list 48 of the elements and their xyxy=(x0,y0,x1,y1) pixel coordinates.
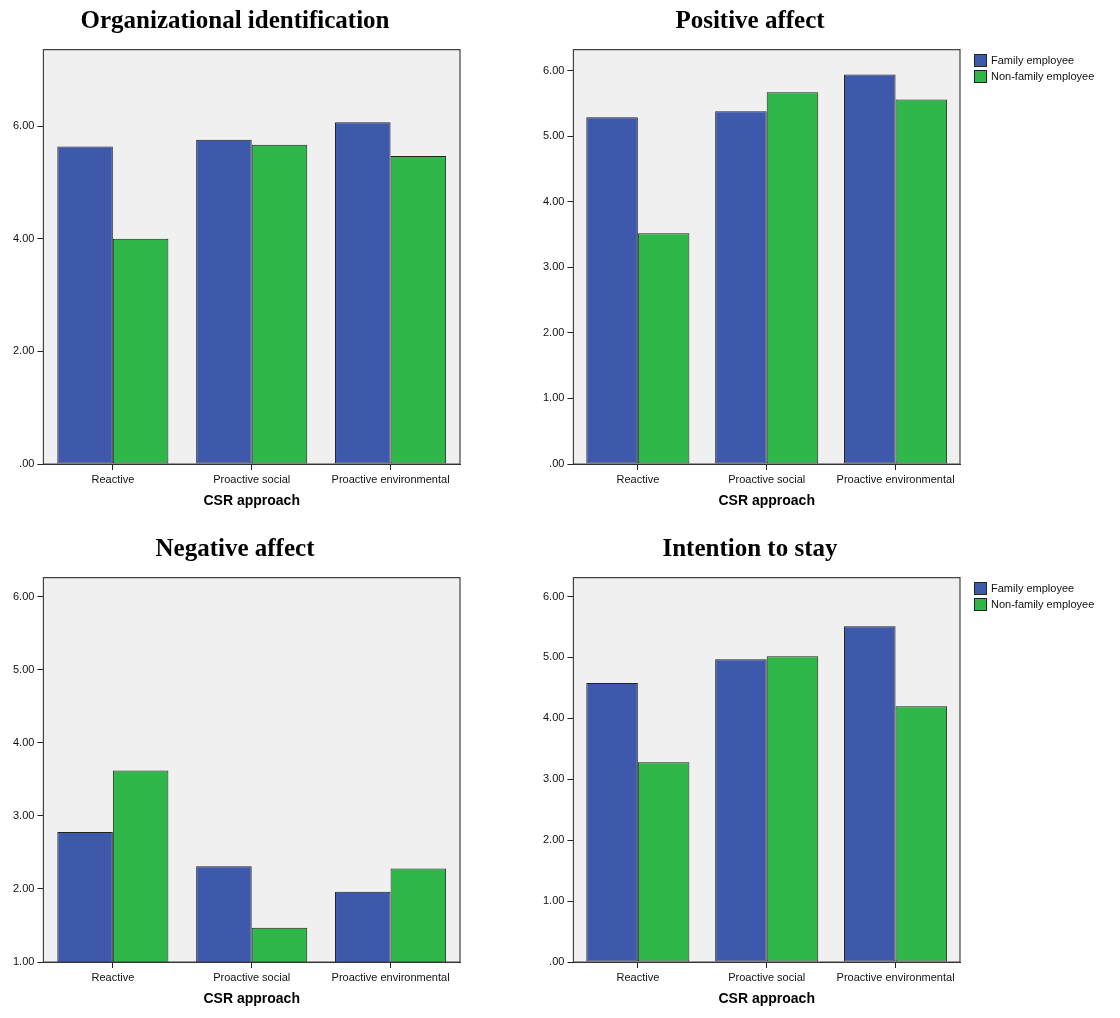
x-axis-title: CSR approach xyxy=(718,990,815,1007)
y-tick-label: 2.00 xyxy=(542,325,565,338)
y-tick-label: .00 xyxy=(19,457,35,470)
y-tick-label: 1.00 xyxy=(542,391,565,404)
text: Family employee xyxy=(991,54,1075,66)
chart-title: Negative affect xyxy=(154,533,316,563)
y-tick-label: 4.00 xyxy=(12,735,35,748)
y-tick-label: 4.00 xyxy=(542,194,565,207)
x-tick-label: Proactive environmental xyxy=(331,970,450,983)
x-tick-label: Reactive xyxy=(616,472,660,485)
y-tick-label: 2.00 xyxy=(12,881,35,894)
x-tick-label: Proactive environmental xyxy=(836,472,955,485)
y-tick-label: 6.00 xyxy=(542,63,565,76)
y-tick-label: 4.00 xyxy=(12,231,35,244)
y-tick-label: 1.00 xyxy=(12,955,35,968)
chart-title: Intention to stay xyxy=(661,533,839,563)
x-tick-label: Proactive social xyxy=(728,970,806,983)
x-axis-title: CSR approach xyxy=(718,492,815,509)
y-tick-label: 5.00 xyxy=(12,662,35,675)
y-tick-label: 2.00 xyxy=(542,833,565,846)
y-tick-label: 6.00 xyxy=(12,589,35,602)
x-axis-title: CSR approach xyxy=(203,492,300,509)
y-tick-label: 4.00 xyxy=(542,711,565,724)
x-tick-label: Proactive social xyxy=(213,970,291,983)
x-tick-label: Proactive social xyxy=(728,472,806,485)
y-tick-label: 5.00 xyxy=(542,129,565,142)
y-tick-label: 1.00 xyxy=(542,894,565,907)
x-tick-label: Reactive xyxy=(91,472,135,485)
chart-title: Positive affect xyxy=(674,5,826,35)
x-tick-label: Reactive xyxy=(91,970,135,983)
x-tick-label: Proactive social xyxy=(213,472,291,485)
y-tick-label: 3.00 xyxy=(542,260,565,273)
y-tick-label: 3.00 xyxy=(12,808,35,821)
legend-label: Family employee xyxy=(991,582,1075,594)
x-tick-label: Reactive xyxy=(616,970,660,983)
y-tick-label: 3.00 xyxy=(542,772,565,785)
y-tick-label: .00 xyxy=(549,955,565,968)
chart-title: Organizational identification xyxy=(79,5,391,35)
x-axis-title: CSR approach xyxy=(203,990,300,1007)
legend-label: Non-family employee xyxy=(991,598,1095,610)
legend-label: Non-family employee xyxy=(991,70,1095,82)
y-tick-label: 2.00 xyxy=(12,344,35,357)
x-tick-label: Proactive environmental xyxy=(331,472,450,485)
x-tick-label: Proactive environmental xyxy=(836,970,955,983)
y-tick-label: 6.00 xyxy=(12,119,35,132)
y-tick-label: 5.00 xyxy=(542,650,565,663)
y-tick-label: .00 xyxy=(549,457,565,470)
y-tick-label: 6.00 xyxy=(542,589,565,602)
